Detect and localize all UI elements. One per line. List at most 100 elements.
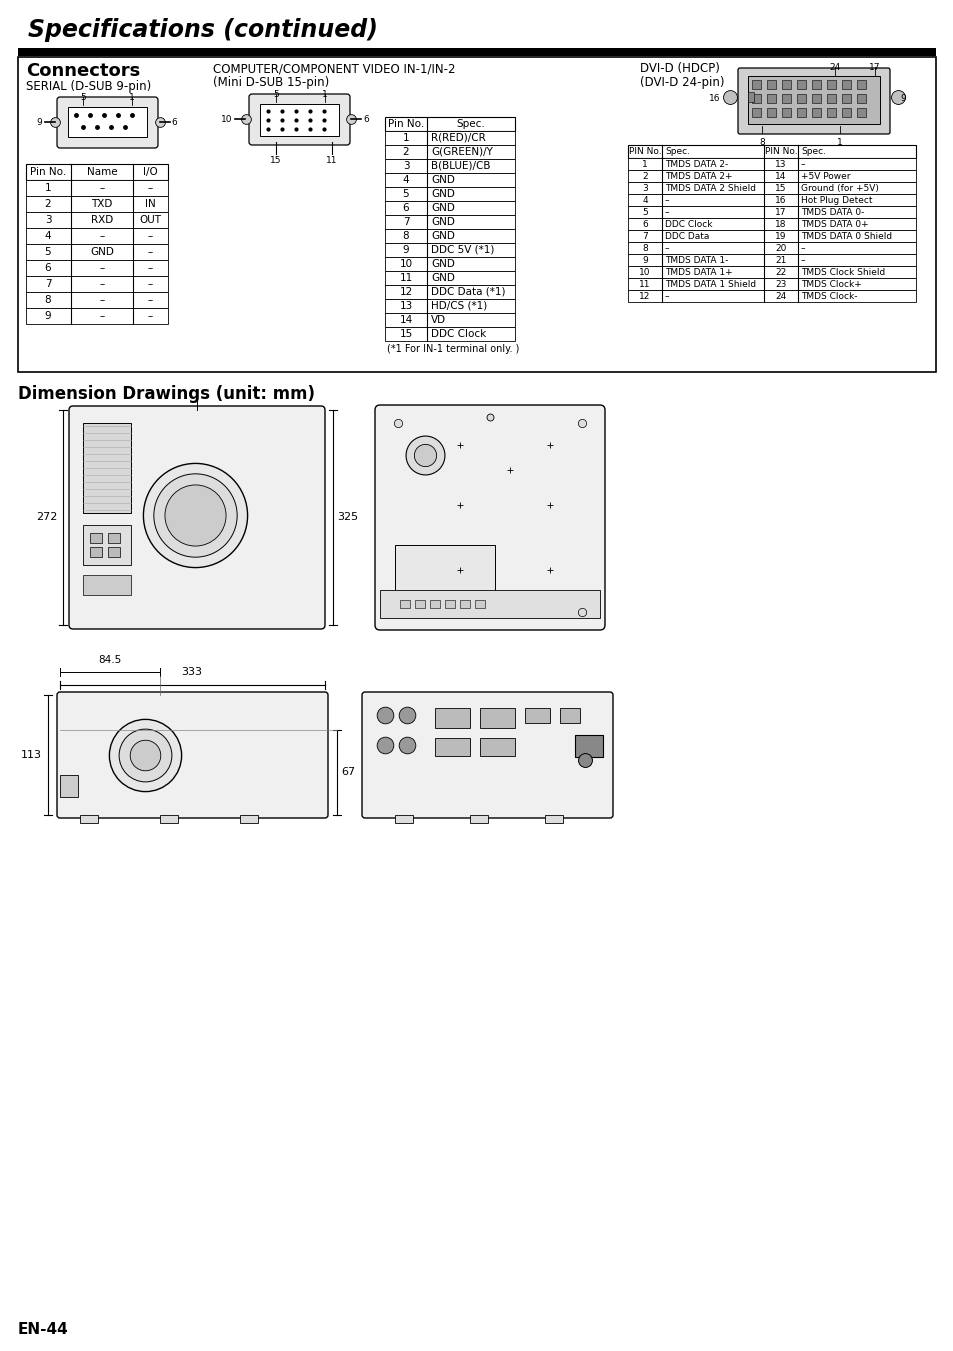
- Text: GND: GND: [90, 247, 113, 257]
- Bar: [385, 145, 515, 159]
- Text: 10: 10: [399, 259, 412, 269]
- Bar: [796, 80, 805, 89]
- Text: TMDS DATA 0-: TMDS DATA 0-: [801, 208, 863, 218]
- Text: 9: 9: [45, 311, 51, 322]
- Text: –: –: [801, 245, 804, 253]
- Text: 24: 24: [775, 292, 786, 301]
- Bar: [766, 95, 775, 103]
- Bar: [459, 600, 470, 608]
- Text: Hot Plug Detect: Hot Plug Detect: [801, 196, 872, 205]
- Text: GND: GND: [431, 259, 455, 269]
- Text: 1: 1: [402, 132, 409, 143]
- Bar: [627, 195, 915, 205]
- Text: R(RED)/CR: R(RED)/CR: [431, 132, 485, 143]
- Text: 6: 6: [45, 263, 51, 273]
- Bar: [841, 80, 850, 89]
- Bar: [826, 95, 835, 103]
- Bar: [627, 158, 915, 170]
- Text: GND: GND: [431, 231, 455, 240]
- Bar: [627, 218, 915, 230]
- Bar: [856, 80, 865, 89]
- Bar: [796, 108, 805, 118]
- Text: TMDS DATA 2-: TMDS DATA 2-: [664, 159, 727, 169]
- Bar: [60, 775, 78, 797]
- Bar: [160, 815, 178, 823]
- Text: 325: 325: [336, 512, 357, 521]
- Bar: [470, 815, 488, 823]
- Bar: [627, 145, 915, 158]
- Text: –: –: [99, 295, 105, 305]
- Text: TMDS DATA 1+: TMDS DATA 1+: [664, 267, 732, 277]
- Text: DDC 5V (*1): DDC 5V (*1): [431, 245, 494, 255]
- Text: 8: 8: [402, 231, 409, 240]
- Text: RXD: RXD: [91, 215, 113, 226]
- Bar: [627, 290, 915, 303]
- Bar: [415, 600, 424, 608]
- Text: 1: 1: [836, 138, 842, 147]
- Bar: [385, 131, 515, 145]
- Text: 2: 2: [402, 147, 409, 157]
- Bar: [575, 735, 602, 757]
- Bar: [80, 815, 98, 823]
- Text: DDC Data: DDC Data: [664, 232, 709, 240]
- Text: 3: 3: [641, 184, 647, 193]
- Text: IN: IN: [145, 199, 155, 209]
- Bar: [385, 272, 515, 285]
- Text: 20: 20: [775, 245, 786, 253]
- Text: 15: 15: [775, 184, 786, 193]
- Bar: [826, 80, 835, 89]
- Bar: [26, 245, 168, 259]
- Bar: [544, 815, 562, 823]
- Text: 10: 10: [639, 267, 650, 277]
- Text: 11: 11: [399, 273, 413, 282]
- Text: 17: 17: [775, 208, 786, 218]
- Bar: [781, 95, 790, 103]
- FancyBboxPatch shape: [375, 405, 604, 630]
- Bar: [26, 292, 168, 308]
- Bar: [26, 276, 168, 292]
- Bar: [385, 186, 515, 201]
- Text: –: –: [147, 182, 152, 193]
- Text: TMDS DATA 2 Shield: TMDS DATA 2 Shield: [664, 184, 755, 193]
- Text: (DVI-D 24-pin): (DVI-D 24-pin): [639, 76, 723, 89]
- Text: 9: 9: [36, 118, 42, 127]
- Text: –: –: [147, 263, 152, 273]
- Bar: [524, 708, 550, 723]
- Text: –: –: [99, 311, 105, 322]
- Bar: [83, 423, 131, 513]
- Text: GND: GND: [431, 273, 455, 282]
- Bar: [627, 170, 915, 182]
- Text: 113: 113: [21, 750, 42, 761]
- Text: –: –: [801, 255, 804, 265]
- Bar: [83, 526, 131, 565]
- Bar: [260, 104, 338, 136]
- Bar: [385, 257, 515, 272]
- Text: TMDS Clock-: TMDS Clock-: [801, 292, 857, 301]
- Bar: [26, 180, 168, 196]
- FancyBboxPatch shape: [57, 692, 328, 817]
- Bar: [385, 201, 515, 215]
- FancyBboxPatch shape: [738, 68, 889, 134]
- Text: 1: 1: [322, 91, 328, 99]
- Text: EN-44: EN-44: [18, 1323, 69, 1337]
- Text: VD: VD: [431, 315, 446, 326]
- Bar: [90, 534, 102, 543]
- Bar: [751, 95, 760, 103]
- Text: 272: 272: [36, 512, 58, 521]
- Text: 16: 16: [775, 196, 786, 205]
- Text: 22: 22: [775, 267, 786, 277]
- Bar: [841, 95, 850, 103]
- Text: 84.5: 84.5: [98, 655, 121, 665]
- Text: 18: 18: [775, 220, 786, 230]
- Bar: [385, 173, 515, 186]
- Bar: [385, 230, 515, 243]
- Text: –: –: [664, 292, 669, 301]
- Bar: [435, 708, 470, 728]
- Text: 5: 5: [641, 208, 647, 218]
- Text: 14: 14: [399, 315, 413, 326]
- Bar: [435, 738, 470, 757]
- Text: DDC Data (*1): DDC Data (*1): [431, 286, 505, 297]
- Text: 10: 10: [220, 115, 232, 124]
- Bar: [811, 80, 821, 89]
- Text: 67: 67: [340, 767, 355, 777]
